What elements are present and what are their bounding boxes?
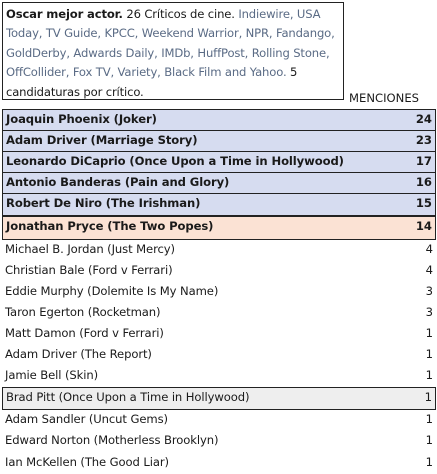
actor-name: Joaquin Phoenix (Joker) <box>6 112 157 126</box>
mention-count: 23 <box>415 133 432 148</box>
actor-name: Ian McKellen (The Good Liar) <box>5 454 169 469</box>
award-title: Oscar mejor actor. <box>6 7 123 21</box>
highlighted-block: Brad Pitt (Once Upon a Time in Hollywood… <box>2 387 436 411</box>
table-row: Jamie Bell (Skin) 1 <box>2 366 436 388</box>
actor-name: Christian Bale (Ford v Ferrari) <box>5 262 173 277</box>
actor-name: Robert De Niro (The Irishman) <box>6 196 201 211</box>
actor-name: Brad Pitt (Once Upon a Time in Hollywood… <box>6 390 250 405</box>
actor-name: Adam Driver (Marriage Story) <box>6 133 198 148</box>
mention-count: 24 <box>415 112 432 126</box>
actor-name: Matt Damon (Ford v Ferrari) <box>5 325 164 340</box>
actor-name: Jonathan Pryce (The Two Popes) <box>6 219 214 234</box>
table-row: Jonathan Pryce (The Two Popes) 14 <box>3 217 435 239</box>
table-row: Adam Driver (Marriage Story) 23 <box>3 131 435 153</box>
actor-name: Antonio Banderas (Pain and Glory) <box>6 175 230 190</box>
table-row: Taron Egerton (Rocketman) 3 <box>2 302 436 324</box>
others-block: Michael B. Jordan (Just Mercy) 4 Christi… <box>2 239 436 388</box>
critics-list: Indiewire, USA Today, TV Guide, KPCC, We… <box>6 7 335 80</box>
actor-name: Taron Egerton (Rocketman) <box>5 304 161 319</box>
mention-count: 1 <box>424 390 432 405</box>
table-row: Leonardo DiCaprio (Once Upon a Time in H… <box>3 152 435 174</box>
nominations-note: 5 candidaturas por crítico. <box>6 65 298 99</box>
table-row: Antonio Banderas (Pain and Glory) 16 <box>3 173 435 195</box>
table-row: Adam Driver (The Report) 1 <box>2 345 436 367</box>
table-row: Matt Damon (Ford v Ferrari) 1 <box>2 323 436 346</box>
actor-name: Adam Driver (The Report) <box>5 347 152 362</box>
mention-count: 16 <box>415 175 432 190</box>
mention-count: 1 <box>425 412 433 427</box>
mention-count: 1 <box>425 454 433 469</box>
actor-name: Jamie Bell (Skin) <box>5 368 99 383</box>
mention-count: 17 <box>415 154 432 169</box>
table-row: Joaquin Phoenix (Joker) 24 <box>3 110 435 132</box>
mention-count: 14 <box>415 219 432 234</box>
table-row: Christian Bale (Ford v Ferrari) 4 <box>2 260 436 282</box>
table-row: Brad Pitt (Once Upon a Time in Hollywood… <box>3 388 435 410</box>
mention-count: 1 <box>425 347 433 362</box>
table-row: Robert De Niro (The Irishman) 15 <box>3 194 435 216</box>
mention-count: 4 <box>425 262 433 277</box>
actor-name: Michael B. Jordan (Just Mercy) <box>5 241 175 256</box>
actor-name: Eddie Murphy (Dolemite Is My Name) <box>5 283 219 298</box>
table-row: Michael B. Jordan (Just Mercy) 4 <box>2 239 436 261</box>
mention-count: 1 <box>425 325 433 340</box>
actor-name: Edward Norton (Motherless Brooklyn) <box>5 433 219 448</box>
description-box: Oscar mejor actor. 26 Críticos de cine. … <box>2 2 344 100</box>
mentions-column-header: MENCIONES <box>349 91 419 105</box>
mention-count: 3 <box>425 304 433 319</box>
table-row: Ian McKellen (The Good Liar) 1 <box>2 452 436 474</box>
critics-intro: 26 Críticos de cine. <box>126 7 235 21</box>
mention-count: 15 <box>415 196 432 211</box>
mention-count: 1 <box>425 368 433 383</box>
mention-count: 4 <box>425 241 433 256</box>
table-row: Adam Sandler (Uncut Gems) 1 <box>2 410 436 432</box>
table-row: Edward Norton (Motherless Brooklyn) 1 <box>2 431 436 453</box>
sixth-place-block: Jonathan Pryce (The Two Popes) 14 <box>2 216 436 240</box>
nominees-block: Joaquin Phoenix (Joker) 24 Adam Driver (… <box>2 109 436 217</box>
table-row: Eddie Murphy (Dolemite Is My Name) 3 <box>2 281 436 303</box>
mention-count: 3 <box>425 283 433 298</box>
mention-count: 1 <box>425 433 433 448</box>
actor-name: Adam Sandler (Uncut Gems) <box>5 412 168 427</box>
rest-block: Adam Sandler (Uncut Gems) 1 Edward Norto… <box>2 410 436 474</box>
mentions-table: Joaquin Phoenix (Joker) 24 Adam Driver (… <box>2 109 436 474</box>
actor-name: Leonardo DiCaprio (Once Upon a Time in H… <box>6 154 344 169</box>
